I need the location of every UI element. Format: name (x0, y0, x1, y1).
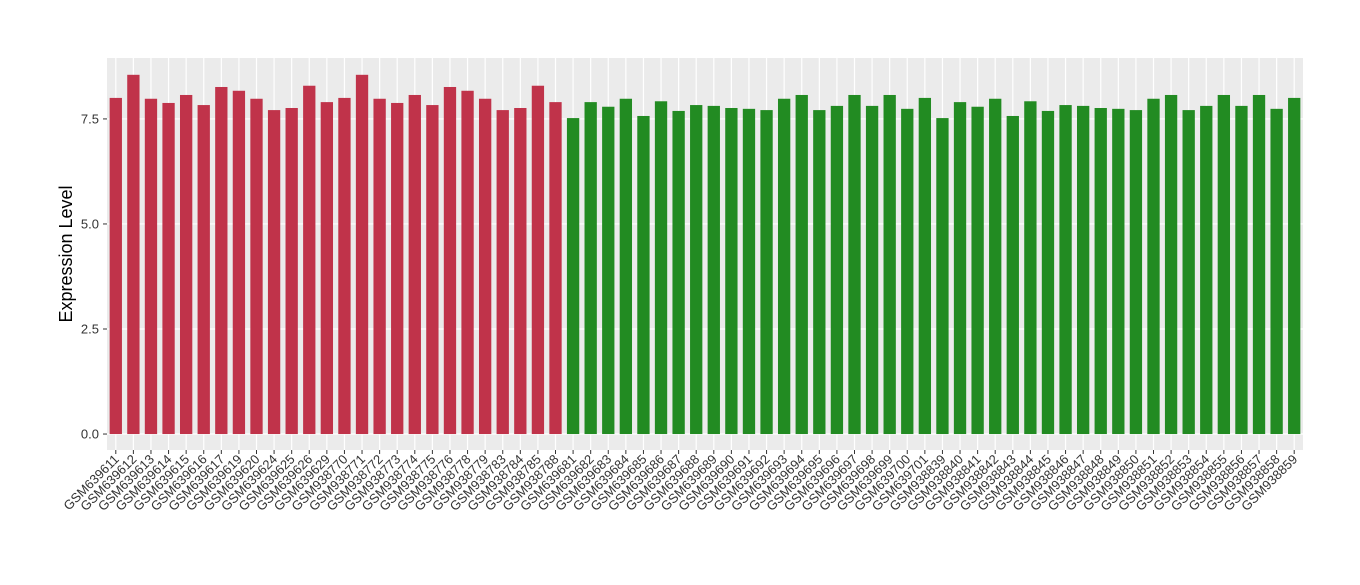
bar (1288, 97, 1301, 435)
bar (1200, 105, 1213, 435)
bar (918, 97, 932, 435)
bar (267, 110, 281, 435)
bar (865, 105, 879, 435)
bar (127, 74, 140, 435)
bar (1076, 105, 1090, 435)
bar (408, 94, 421, 435)
bar (813, 110, 826, 435)
bar (1235, 105, 1248, 435)
bar (531, 85, 545, 435)
bar (1059, 105, 1072, 435)
bar (443, 86, 457, 435)
bar (303, 85, 316, 435)
bar (901, 108, 914, 435)
bar (320, 102, 334, 435)
bar (1006, 115, 1019, 435)
bar (690, 105, 703, 435)
bar (742, 108, 756, 435)
bar (549, 102, 562, 435)
bar (162, 102, 175, 435)
bar (1164, 94, 1178, 435)
bar (215, 86, 228, 435)
bar (1217, 94, 1231, 435)
bar (1252, 94, 1266, 435)
bar (1270, 108, 1283, 435)
bar (514, 107, 527, 435)
bar (1094, 107, 1107, 435)
bar (707, 105, 720, 435)
bar (1129, 110, 1143, 435)
bar (1182, 110, 1195, 435)
bar (338, 97, 351, 435)
bar (637, 115, 650, 435)
bar (478, 98, 492, 435)
y-tick-label: 2.5 (81, 321, 99, 336)
bar (285, 107, 298, 435)
bar (197, 105, 210, 435)
bar (602, 106, 615, 435)
bar (1041, 110, 1055, 435)
bar (566, 118, 580, 435)
bar (654, 101, 668, 435)
bar (109, 97, 122, 435)
y-tick-label: 0.0 (81, 427, 99, 442)
bar (373, 98, 386, 435)
bar (760, 110, 773, 435)
bar (1112, 108, 1125, 435)
y-tick-label: 7.5 (81, 111, 99, 126)
bar (1024, 101, 1037, 435)
bar (179, 94, 193, 435)
bar (953, 102, 967, 435)
bar (232, 90, 246, 435)
bar (584, 102, 597, 435)
bar (848, 94, 861, 435)
bar (672, 110, 685, 435)
bar (619, 98, 633, 435)
bar (355, 74, 369, 435)
bar (883, 94, 896, 435)
bar (426, 105, 439, 435)
bar (250, 98, 263, 435)
bar (989, 98, 1002, 435)
bar (795, 94, 808, 435)
bar (971, 106, 984, 435)
bar (830, 105, 844, 435)
y-axis-label: Expression Level (56, 185, 76, 322)
bar (725, 107, 738, 435)
bar (1147, 98, 1160, 435)
bar (144, 98, 158, 435)
y-tick-label: 5.0 (81, 216, 99, 231)
bar (936, 118, 949, 435)
bar (496, 110, 509, 435)
bar (777, 98, 791, 435)
bar (461, 90, 474, 435)
bar (391, 102, 404, 435)
